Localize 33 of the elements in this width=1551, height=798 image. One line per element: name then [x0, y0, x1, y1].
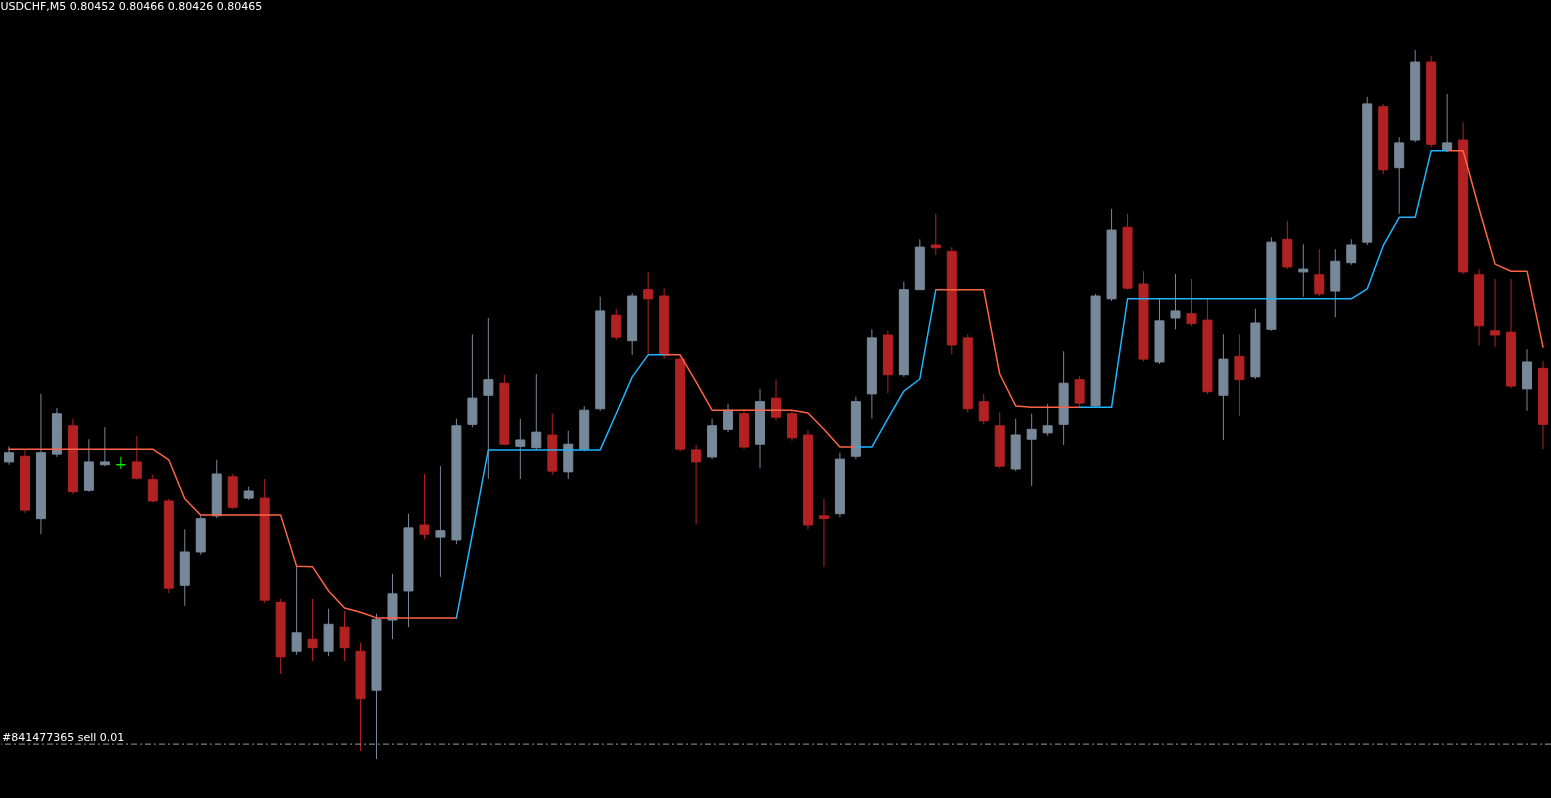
candlestick — [1170, 273, 1181, 330]
candlestick — [818, 498, 829, 568]
candlestick — [435, 465, 446, 578]
candlestick — [339, 610, 350, 662]
candlestick — [930, 213, 941, 256]
candlestick — [643, 271, 654, 356]
candlestick — [307, 598, 318, 662]
candlestick — [3, 445, 14, 466]
candlestick — [515, 418, 526, 480]
candlestick — [147, 474, 158, 503]
candlestick — [531, 373, 542, 451]
candlestick — [1346, 238, 1357, 266]
candlestick — [691, 444, 702, 525]
candlestick — [611, 308, 622, 341]
candlestick — [771, 379, 781, 421]
candlestick — [1442, 93, 1453, 153]
candlestick — [291, 566, 302, 656]
candlestick — [1314, 248, 1325, 297]
candlestick — [1490, 278, 1501, 348]
ref-line-label: #841477365 sell 0.01 — [2, 731, 125, 745]
candlestick — [1042, 403, 1053, 437]
candlestick — [1234, 333, 1245, 417]
candlestick — [1074, 375, 1085, 407]
candlestick — [723, 403, 734, 433]
candlestick — [99, 426, 110, 467]
candlestick — [419, 473, 430, 540]
candlestick — [131, 435, 142, 481]
candlestick — [483, 317, 494, 480]
chart-title: USDCHF,M5 0.80452 0.80466 0.80426 0.80465 — [0, 0, 263, 13]
candlestick — [1186, 278, 1197, 327]
candlestick — [978, 393, 989, 425]
candlestick — [1298, 243, 1309, 298]
candlestick — [1026, 413, 1037, 487]
